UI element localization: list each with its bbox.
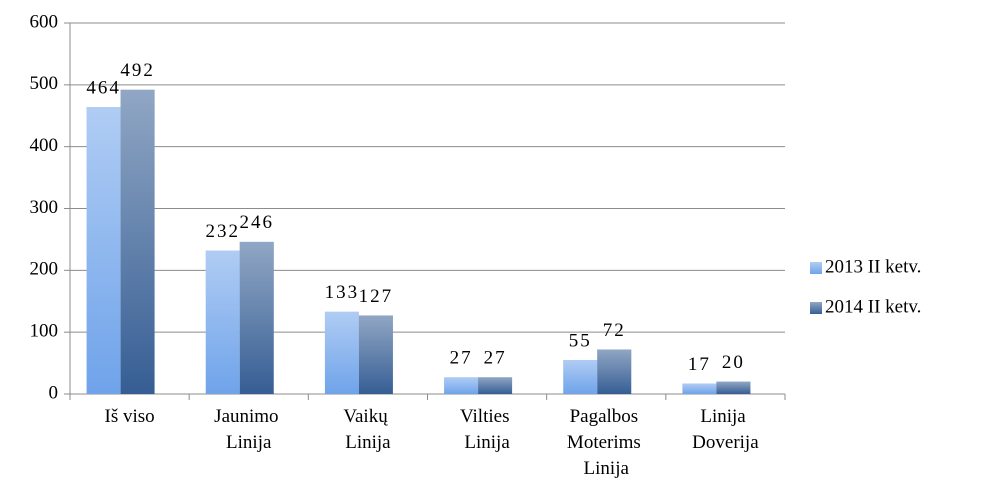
legend-label: 2014 II ketv. [825,296,921,317]
value-label: 55 [569,330,592,351]
bar-shine [478,377,513,394]
value-label: 492 [120,60,155,81]
value-label: 17 [688,354,711,375]
legend-shine [810,262,822,274]
y-tick-label: 0 [49,382,59,403]
value-label: 27 [450,348,473,369]
value-label: 464 [86,77,121,98]
value-label: 232 [206,221,241,242]
bar-shine [120,89,155,394]
legend-shine [810,302,822,314]
bar-shine [239,241,274,394]
y-tick-label: 400 [30,135,59,156]
value-label: 133 [325,282,360,303]
legend-label: 2013 II ketv. [825,256,921,277]
y-tick-label: 600 [30,11,59,32]
bar-shine [444,377,479,394]
x-tick-label: Vaikų Linija [343,406,392,453]
y-tick-label: 300 [30,197,59,218]
bar-shine [563,359,598,394]
y-tick-label: 500 [30,73,59,94]
x-tick-label: Vilties Linija [460,406,514,453]
x-tick-label: Pagalbos Moterims Linija [567,406,646,479]
bar-shine [716,381,751,394]
value-label: 127 [359,286,394,307]
bar-shine [205,250,240,394]
bar-shine [358,315,393,394]
value-label: 246 [240,212,275,233]
value-label: 20 [722,352,745,373]
value-label: 72 [603,320,626,341]
x-tick-label: Iš viso [105,406,155,427]
value-label: 27 [484,348,507,369]
x-tick-label: Jaunimo Linija [214,406,283,453]
x-tick-label: Linija Doverija [692,406,759,453]
bar-shine [597,349,632,394]
bar-shine [86,107,121,395]
bar-shine [682,383,717,394]
y-tick-label: 200 [30,259,59,280]
y-tick-label: 100 [30,321,59,342]
bar-shine [324,311,359,394]
